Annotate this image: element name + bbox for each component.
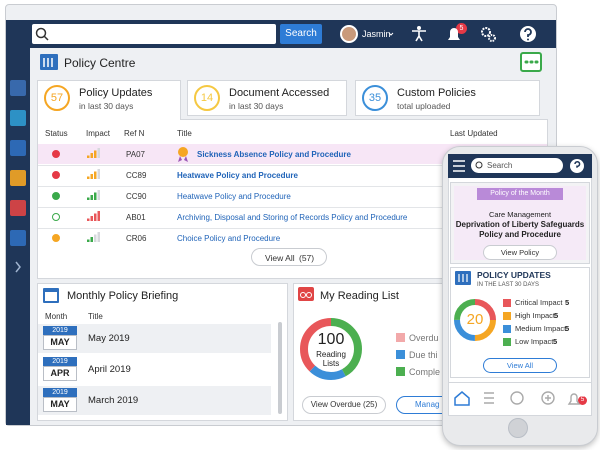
column-header: Status (45, 129, 68, 138)
bottom-nav (449, 382, 591, 383)
row-highlight (38, 144, 547, 164)
updates-total: 20 (466, 311, 484, 328)
ref-number: PA07 (126, 150, 145, 159)
more-button[interactable] (520, 52, 542, 72)
date-month: MAY (43, 335, 77, 350)
tab-count: 35 (362, 85, 388, 111)
column-header: Ref N (124, 129, 145, 138)
tab-subtitle: total uploaded (397, 101, 451, 111)
briefing-item[interactable]: April 2019 (88, 364, 131, 375)
policy-title[interactable]: Heatwave Policy and Procedure (177, 192, 291, 201)
legend-value: 5 (565, 298, 570, 307)
column-header: Impact (86, 129, 111, 138)
legend-swatch (503, 312, 511, 320)
legend-label: High Impact (515, 311, 556, 320)
view-all-label: View All (265, 253, 295, 263)
reading-total-label: Reading Lists (316, 350, 346, 368)
avatar (340, 25, 358, 43)
legend-swatch (396, 333, 405, 342)
legend-swatch (503, 338, 511, 346)
legend-label: Medium Impact (515, 324, 567, 333)
home-button[interactable] (508, 418, 528, 438)
policy-title[interactable]: Heatwave Policy and Procedure (177, 171, 298, 180)
policy-title[interactable]: Archiving, Disposal and Storing of Recor… (177, 213, 408, 222)
row-divider (38, 228, 547, 229)
tab-subtitle: in last 30 days (79, 101, 134, 111)
view-policy-button[interactable]: View Policy (483, 245, 557, 260)
ref-number: CR06 (126, 234, 147, 243)
briefing-item[interactable]: May 2019 (88, 333, 130, 344)
legend-value: 5 (554, 311, 559, 320)
legend-swatch (396, 350, 405, 359)
legend-label: Critical Impact (515, 298, 563, 307)
date-month: MAY (43, 397, 77, 412)
legend-swatch (503, 325, 511, 333)
tab-subtitle: in last 30 days (229, 101, 284, 111)
manage-button[interactable]: Manag (396, 396, 456, 414)
view-all-count: (57) (299, 253, 315, 263)
potm-banner: Policy of the Month (477, 188, 563, 200)
briefing-col: Month (45, 312, 68, 321)
legend-label: Low Impact (515, 337, 554, 346)
reading-total: 100 (317, 331, 345, 348)
phone-search[interactable]: Search (471, 158, 563, 173)
search-button[interactable]: Search (280, 24, 322, 44)
ref-number: CC89 (126, 171, 147, 180)
briefing-title: Monthly Policy Briefing (67, 290, 179, 302)
column-header: Last Updated (450, 129, 498, 138)
date-year: 2019 (43, 357, 77, 366)
tab-title: Custom Policies (397, 87, 476, 99)
briefing-item[interactable]: March 2019 (88, 395, 139, 406)
policy-title[interactable]: Sickness Absence Policy and Procedure (197, 150, 351, 159)
view-all-button[interactable] (251, 248, 327, 266)
ref-number: AB01 (126, 213, 146, 222)
legend-swatch (503, 299, 511, 307)
search-input[interactable] (32, 24, 276, 44)
view-overdue-button[interactable]: View Overdue (25) (302, 396, 386, 414)
tab-count: 14 (194, 85, 220, 111)
ref-number: CC90 (126, 192, 147, 201)
view-all-button[interactable]: View All (483, 358, 557, 373)
tab-title: Policy Updates (79, 87, 153, 99)
legend-label: Overdu (409, 333, 439, 343)
notification-badge: 5 (456, 23, 467, 34)
potm-category: Care Management (488, 210, 552, 219)
legend-value: 5 (565, 324, 570, 333)
user-name[interactable]: Jasmin (362, 29, 391, 39)
potm-title: Deprivation of Liberty Safeguards Policy… (455, 220, 585, 239)
date-year: 2019 (43, 388, 77, 397)
row-divider (38, 165, 547, 166)
legend-swatch (396, 367, 405, 376)
sidebar (6, 48, 30, 425)
updates-subtitle: IN THE LAST 30 DAYS (477, 282, 540, 288)
row-divider (38, 207, 547, 208)
tab-title: Document Accessed (229, 87, 330, 99)
policy-title[interactable]: Choice Policy and Procedure (177, 234, 281, 243)
date-year: 2019 (43, 326, 77, 335)
reading-title: My Reading List (320, 290, 399, 302)
tab-count: 57 (44, 85, 70, 111)
header-title: Policy Centre (64, 56, 136, 70)
updates-title: POLICY UPDATES (477, 270, 551, 280)
row-divider (38, 186, 547, 187)
legend-label: Due thi (409, 350, 438, 360)
legend-label: Comple (409, 367, 441, 377)
nav-badge: 5 (578, 396, 587, 405)
briefing-col: Title (88, 312, 103, 321)
date-month: APR (43, 366, 77, 381)
column-header: Title (177, 129, 192, 138)
legend-value: 5 (553, 337, 558, 346)
